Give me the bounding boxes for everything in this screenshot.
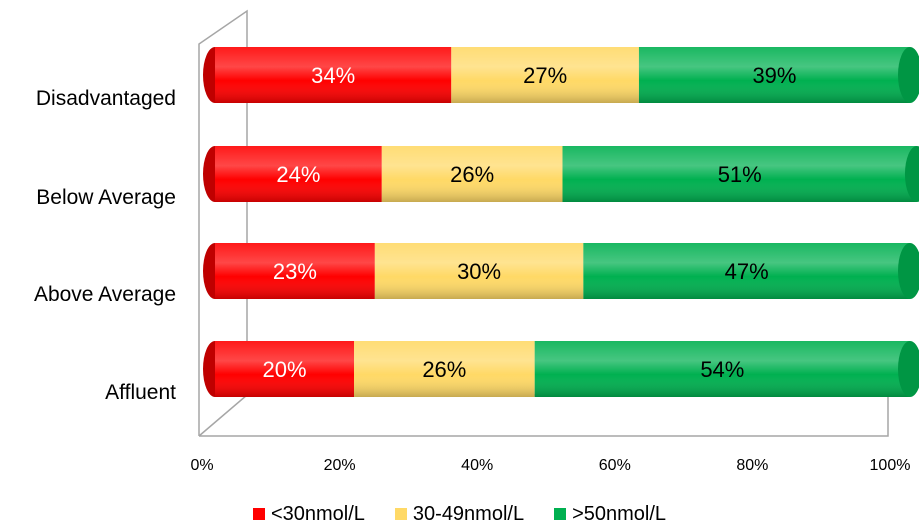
stacked-bar-chart: 34% 27% 39% 24% 26% 51% 23% 30% 47% 20% 26% 54% Dis…: [34, 9, 919, 474]
bar-disadvantaged-30nmol-l-shading: [215, 47, 452, 103]
data-label-below-average-30nmol-l: 24%: [276, 162, 320, 187]
legend-item-50nmol-l: >50nmol/L: [554, 503, 666, 526]
bar-affluent-30-49nmol-l-shading: [354, 341, 535, 397]
bar-row-below-average: 24% 26% 51%: [203, 146, 919, 202]
bar-above-average-50nmol-l-shading: [583, 243, 910, 299]
bar-disadvantaged-50nmol-l-shading: [638, 47, 910, 103]
bar-above-average-50nmol-l-end-cap: [898, 243, 919, 299]
data-label-affluent-50nmol-l: 54%: [700, 357, 744, 382]
data-label-below-average-30-49nmol-l: 26%: [450, 162, 494, 187]
legend-swatch: [554, 508, 567, 520]
bar-below-average-50nmol-l-end-cap: [904, 146, 919, 202]
legend-item-30-49nmol-l: 30-49nmol/L: [394, 502, 525, 526]
bar-affluent-50nmol-l-shading: [534, 341, 910, 397]
legend-swatch: [394, 508, 407, 520]
legend-label: <30nmol/L: [270, 502, 365, 525]
x-tick-labels: 0% 20% 40% 60% 80% 100%: [190, 457, 910, 474]
x-tick-label-5: 100%: [870, 457, 911, 474]
bar-above-average-30nmol-l-shading: [215, 243, 375, 299]
bar-above-average-30-49nmol-l-shading: [374, 243, 584, 299]
data-label-affluent-30nmol-l: 20%: [262, 357, 306, 382]
x-tick-label-3: 60%: [599, 457, 631, 474]
bars-group: 34% 27% 39% 24% 26% 51% 23% 30% 47% 20% 26% 54%: [203, 47, 919, 397]
bar-below-average-30nmol-l: 24%: [203, 146, 382, 202]
bar-disadvantaged-30nmol-l: 34%: [203, 47, 452, 103]
category-label-above-average: Above Average: [34, 283, 176, 306]
floor-frame: [198, 394, 889, 437]
bar-below-average-50nmol-l: 51%: [562, 146, 919, 202]
data-label-disadvantaged-50nmol-l: 39%: [752, 63, 796, 88]
data-label-above-average-30nmol-l: 23%: [273, 259, 317, 284]
legend: <30nmol/L 30-49nmol/L >50nmol/L: [0, 500, 919, 528]
bar-row-above-average: 23% 30% 47%: [203, 243, 919, 299]
data-label-affluent-30-49nmol-l: 26%: [422, 357, 466, 382]
x-tick-label-1: 20%: [324, 457, 356, 474]
legend-item-30nmol-l: <30nmol/L: [252, 502, 365, 526]
bar-above-average-30-49nmol-l: 30%: [374, 243, 584, 299]
bar-affluent-30-49nmol-l: 26%: [354, 341, 535, 397]
bar-disadvantaged-50nmol-l: 39%: [638, 47, 919, 103]
bar-affluent-30nmol-l-shading: [215, 341, 354, 397]
bar-disadvantaged-30-49nmol-l-shading: [451, 47, 639, 103]
bar-row-affluent: 20% 26% 54%: [203, 341, 919, 397]
bar-disadvantaged-30-49nmol-l: 27%: [451, 47, 639, 103]
bar-below-average-50nmol-l-shading: [562, 146, 917, 202]
data-label-above-average-30-49nmol-l: 30%: [457, 259, 501, 284]
legend-label: >50nmol/L: [572, 502, 667, 525]
bar-affluent-50nmol-l: 54%: [534, 341, 919, 397]
bar-below-average-30nmol-l-shading: [215, 146, 382, 202]
data-label-below-average-50nmol-l: 51%: [718, 162, 762, 187]
category-labels: Disadvantaged Below Average Above Average A…: [34, 87, 176, 404]
bar-above-average-50nmol-l: 47%: [583, 243, 919, 299]
bar-below-average-30-49nmol-l-shading: [381, 146, 563, 202]
category-label-below-average: Below Average: [36, 186, 176, 209]
category-label-affluent: Affluent: [105, 381, 176, 404]
category-label-disadvantaged: Disadvantaged: [36, 87, 176, 110]
bar-affluent-30nmol-l: 20%: [203, 341, 354, 397]
legend-swatch: [252, 508, 265, 520]
x-tick-label-0: 0%: [190, 457, 213, 474]
bar-above-average-30nmol-l: 23%: [203, 243, 375, 299]
x-tick-label-2: 40%: [461, 457, 493, 474]
data-label-above-average-50nmol-l: 47%: [725, 259, 769, 284]
data-label-disadvantaged-30nmol-l: 34%: [311, 63, 355, 88]
bar-affluent-50nmol-l-end-cap: [898, 341, 919, 397]
legend-label: 30-49nmol/L: [412, 502, 525, 525]
back-wall-frame: [198, 9, 248, 436]
x-tick-label-4: 80%: [736, 457, 768, 474]
bar-row-disadvantaged: 34% 27% 39%: [203, 47, 919, 103]
data-label-disadvantaged-30-49nmol-l: 27%: [523, 63, 567, 88]
bar-below-average-30-49nmol-l: 26%: [381, 146, 563, 202]
bar-disadvantaged-50nmol-l-end-cap: [898, 47, 919, 103]
